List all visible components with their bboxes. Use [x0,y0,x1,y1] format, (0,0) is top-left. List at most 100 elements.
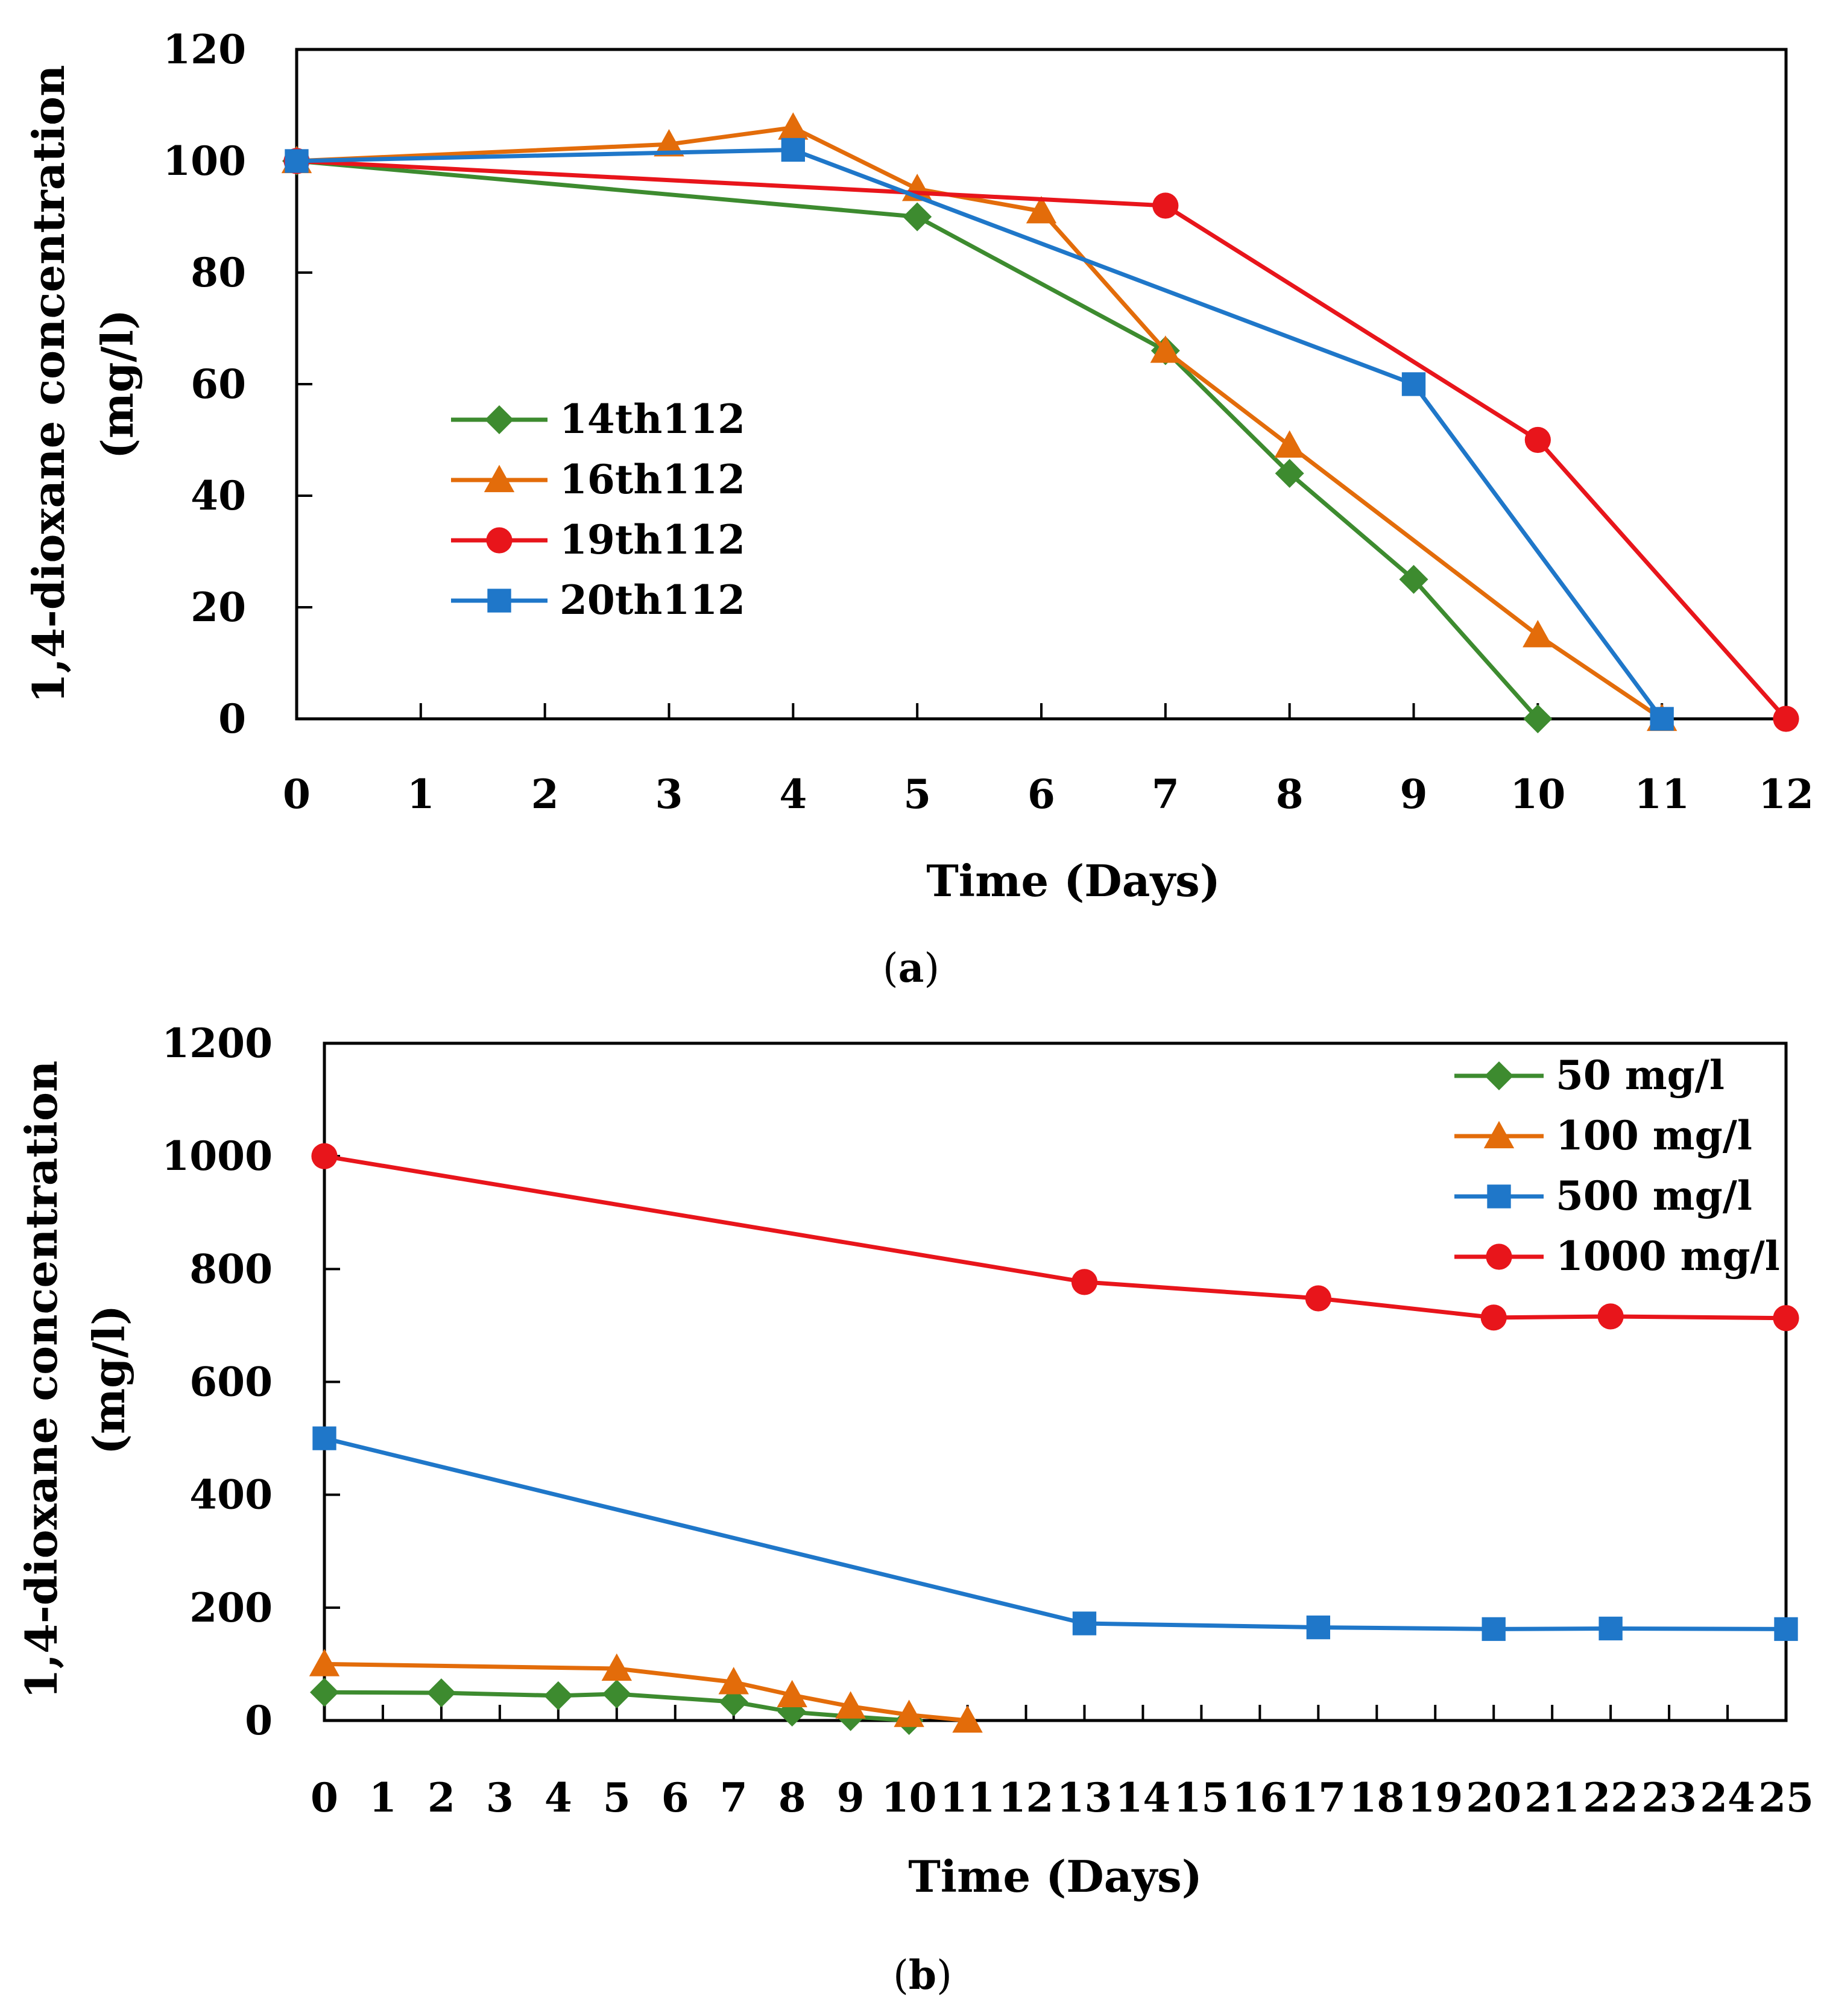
legend-marker [486,527,513,554]
legend-marker [487,589,511,613]
data-point [1773,706,1799,732]
x-axis-label: Time (Days) [908,1851,1202,1902]
data-point [285,149,309,173]
legend-label: 20th112 [560,577,745,624]
data-point [1305,1285,1331,1312]
x-tick-label: 0 [311,1774,338,1821]
x-tick-label: 6 [1027,771,1055,818]
x-tick-label: 17 [1290,1774,1346,1821]
data-point [426,1678,456,1708]
y-tick-label: 200 [189,1584,273,1631]
x-axis-label: Time (Days) [926,855,1220,906]
y-tick-label: 400 [189,1471,273,1518]
y-tick-label: 1200 [162,1020,273,1067]
legend-label: 14th112 [560,396,745,443]
x-tick-label: 18 [1349,1774,1404,1821]
x-tick-label: 11 [940,1774,996,1821]
x-tick-label: 24 [1700,1774,1755,1821]
data-point [835,1691,866,1719]
y-tick-label: 0 [245,1697,273,1744]
x-tick-label: 12 [1758,771,1814,818]
x-tick-label: 10 [882,1774,937,1821]
y-tick-label: 800 [189,1245,273,1292]
y-tick-label: 0 [218,695,246,742]
legend-item: 14th112 [451,396,745,443]
x-tick-label: 19 [1407,1774,1463,1821]
x-tick-label: 7 [720,1774,748,1821]
legend-panel-b: 50 mg/l 100 mg/l 500 mg/l 1000 mg/l [1454,1052,1780,1280]
data-point [654,129,684,157]
data-point [1599,1616,1623,1641]
panel-caption-b-letter: b [909,1951,936,1999]
x-tick-label: 7 [1152,771,1179,818]
series-50-mg-l [310,1678,924,1735]
data-point [1306,1615,1330,1640]
data-point [778,112,809,140]
legend-marker [485,405,514,434]
y-tick-label: 600 [189,1359,273,1406]
y-tick-label: 1000 [162,1133,273,1180]
legend-item: 20th112 [451,577,745,624]
data-point [1152,192,1179,219]
series-line [324,1436,1787,1631]
data-point [1774,1617,1798,1642]
legend-marker [1485,1061,1513,1090]
series-line [324,1154,1787,1321]
data-point [1650,707,1674,731]
series-line [296,159,1539,721]
data-point [1026,196,1057,224]
x-tick-label: 4 [779,771,807,818]
x-tick-label: 11 [1634,771,1690,818]
legend-label: 100 mg/l [1556,1112,1752,1159]
data-point [543,1681,573,1710]
legend-label: 16th112 [560,456,745,503]
y-axis-label-line2: (mg/l) [92,309,143,459]
x-tick-label: 16 [1232,1774,1287,1821]
legend-item: 16th112 [451,456,745,503]
data-point [1401,372,1426,396]
data-point [903,202,932,232]
data-point [1150,335,1181,363]
series-20th112 [285,137,1674,731]
data-point [1773,1305,1799,1332]
y-axis-label-line1: 1,4-dioxane concentration [16,1061,67,1699]
data-point [777,1679,807,1708]
data-point [952,1705,983,1733]
data-point [1275,459,1304,488]
legend-item: 100 mg/l [1454,1112,1752,1159]
y-axis-label-line1: 1,4-dioxane concentration [23,65,74,704]
data-point [718,1667,749,1695]
x-tick-label: 1 [407,771,435,818]
y-tick-label: 80 [191,249,246,296]
data-point [781,137,806,162]
data-point [1524,426,1551,453]
x-tick-label: 23 [1641,1774,1697,1821]
data-point [894,1699,924,1727]
data-point [1523,620,1553,648]
x-tick-label: 3 [486,1774,514,1821]
panel-caption-a-letter: a [898,944,924,991]
legend-panel-a: 14th112 16th112 19th112 20th112 [451,396,745,624]
series-100-mg-l [309,1649,983,1733]
legend-marker [484,464,515,493]
legend-item: 500 mg/l [1454,1172,1752,1219]
x-tick-label: 14 [1116,1774,1171,1821]
data-point [601,1653,632,1681]
data-point [1071,1269,1098,1295]
x-tick-label: 5 [903,771,931,818]
x-tick-label: 25 [1758,1774,1814,1821]
series-500-mg-l [312,1426,1798,1642]
x-tick-label: 0 [283,771,311,818]
data-point [311,1143,338,1169]
x-tick-label: 1 [369,1774,397,1821]
legend-marker [1487,1184,1511,1209]
data-point [1597,1303,1624,1330]
data-point [1482,1617,1506,1642]
series-19th112 [283,148,1799,732]
x-tick-label: 12 [999,1774,1054,1821]
legend-label: 50 mg/l [1556,1052,1725,1099]
x-tick-label: 15 [1173,1774,1229,1821]
data-point [1480,1304,1507,1331]
panel-caption-a: (a) [883,944,939,991]
